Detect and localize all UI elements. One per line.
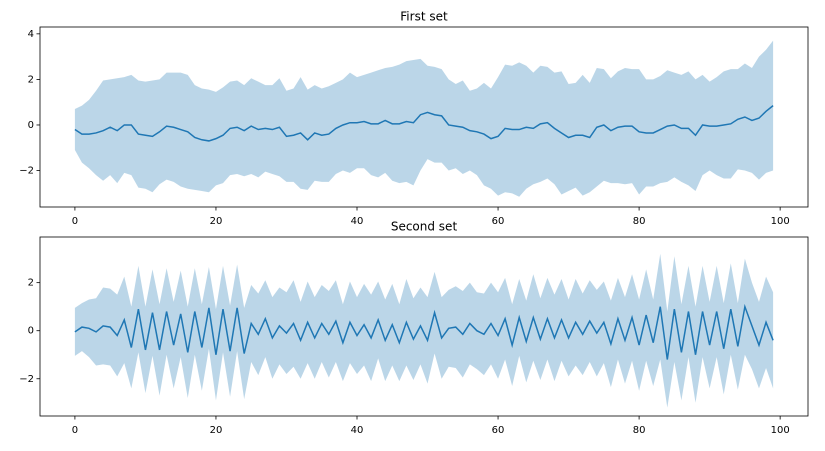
x-tick-label: 0 <box>72 216 78 227</box>
axes-frame <box>39 26 809 208</box>
line <box>74 105 774 142</box>
x-tick-label: 80 <box>633 216 646 227</box>
y-tick-label: 2 <box>28 278 34 289</box>
y-tick-label: 2 <box>28 74 34 85</box>
error-band <box>74 253 774 408</box>
line <box>74 303 774 360</box>
x-tick-label: 0 <box>72 425 78 436</box>
error-band <box>74 40 774 197</box>
x-tick-label: 60 <box>492 425 505 436</box>
y-tick-label: 4 <box>28 29 34 40</box>
axes: 0 20 40 60 80 100 −2 0 2 Second set <box>19 220 809 436</box>
x-tick-label: 100 <box>771 216 790 227</box>
x-tick-label: 40 <box>351 216 364 227</box>
axes-frame <box>39 236 809 417</box>
y-tick-label: 0 <box>28 326 34 337</box>
chart-title: Second set <box>391 220 458 234</box>
x-tick-label: 80 <box>633 425 646 436</box>
x-tick-label: 20 <box>210 425 223 436</box>
y-tick-label: −2 <box>19 374 34 385</box>
chart-title: First set <box>400 10 448 24</box>
x-tick-label: 40 <box>351 425 364 436</box>
axes: 0 20 40 60 80 100 −2 0 2 4 First set <box>19 10 809 227</box>
x-tick-label: 20 <box>210 216 223 227</box>
y-tick-label: 0 <box>28 120 34 131</box>
x-tick-label: 100 <box>771 425 790 436</box>
x-tick-label: 60 <box>492 216 505 227</box>
y-tick-label: −2 <box>19 166 34 177</box>
